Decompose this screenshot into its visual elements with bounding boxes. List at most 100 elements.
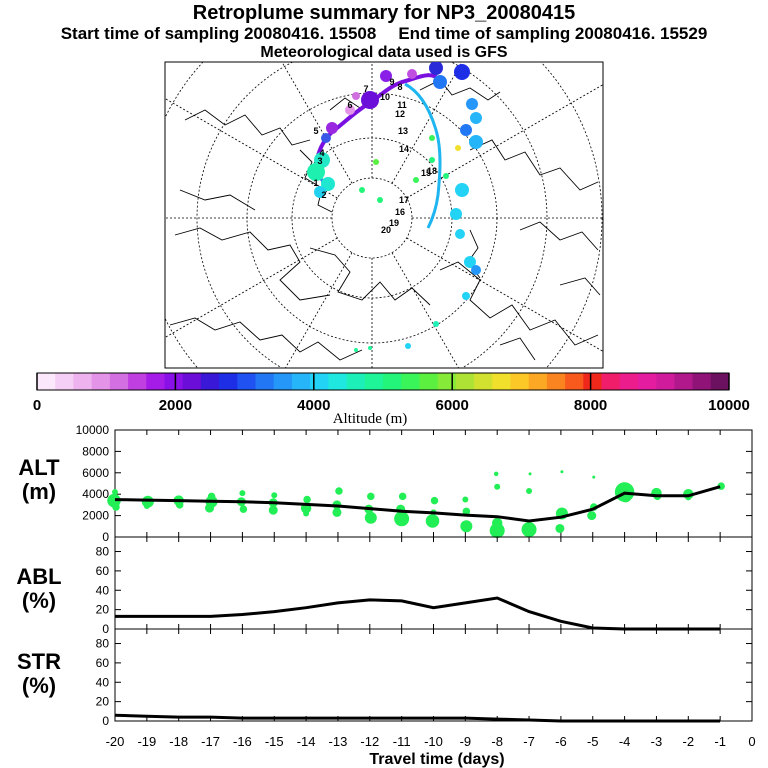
trajectory-day-label: 19	[389, 218, 399, 228]
coastline	[174, 227, 331, 301]
trajectory-right	[404, 82, 442, 229]
x-tick-label: -12	[360, 734, 379, 749]
altitude-cluster-point	[493, 471, 499, 477]
trajectory-day-label: 9	[389, 77, 394, 87]
altitude-cluster-point	[430, 496, 439, 505]
altitude-cluster-point	[555, 523, 565, 533]
y-tick-label: 0	[102, 714, 109, 728]
plume-point	[433, 321, 439, 327]
plume-point	[359, 187, 365, 193]
coastline	[439, 261, 599, 346]
altitude-cluster-point	[335, 487, 343, 495]
colorbar-swatch	[619, 373, 639, 390]
altitude-cluster-point	[521, 522, 537, 538]
colorbar-swatch	[583, 373, 602, 390]
colorbar-swatch	[310, 373, 329, 390]
plume-point	[450, 208, 462, 220]
x-tick-label: -18	[169, 734, 188, 749]
x-tick-label: -11	[393, 734, 411, 749]
trajectory-day-label: 13	[398, 126, 408, 136]
meridian-line	[406, 84, 603, 199]
colorbar-swatch	[492, 373, 511, 390]
plume-point	[352, 92, 360, 100]
colorbar-tick-label: 0	[33, 397, 41, 414]
plume-point	[443, 173, 449, 179]
colorbar-swatch	[528, 373, 548, 390]
colorbar-swatch	[164, 373, 184, 390]
trajectory-day-label: 10	[380, 92, 390, 102]
altitude-cluster-point	[460, 520, 473, 533]
trajectory-day-label: 7	[363, 84, 368, 94]
trajectory-day-label: 2	[321, 190, 326, 200]
plume-point	[455, 183, 469, 197]
altitude-cluster-point	[364, 511, 377, 524]
coastline	[519, 221, 599, 251]
y-tick-label: 0	[102, 530, 109, 544]
plume-point	[413, 177, 419, 183]
plume-point	[321, 177, 335, 191]
meridian-line	[165, 98, 338, 199]
altitude-cluster-point	[268, 505, 278, 515]
altitude-cluster-point	[239, 505, 248, 513]
plume-point	[405, 343, 411, 349]
plume-point	[373, 159, 379, 165]
trajectory-day-label: 5	[313, 126, 318, 136]
altitude-cluster-point	[592, 475, 596, 479]
str-series-line	[114, 713, 721, 723]
y-tick-label: 80	[96, 545, 110, 559]
trajectory-day-label: 18	[427, 166, 437, 176]
y-tick-label: 80	[96, 637, 110, 651]
x-tick-label: -20	[106, 734, 125, 749]
alt-series-line	[114, 485, 721, 523]
colorbar-swatch	[200, 373, 220, 390]
plume-point	[407, 69, 417, 79]
coastline	[469, 139, 599, 191]
colorbar-swatch	[419, 373, 439, 390]
altitude-cluster-point	[494, 483, 501, 490]
plume-point	[455, 145, 461, 151]
end-time-label: End time of sampling 20080416. 15529	[398, 24, 708, 43]
plume-point	[460, 124, 472, 136]
y-tick-label: 20	[96, 695, 110, 709]
trajectory-day-label: 12	[395, 109, 405, 119]
x-tick-label: -9	[460, 734, 472, 749]
colorbar-swatch	[601, 373, 621, 390]
altitude-cluster-point	[332, 507, 342, 517]
colorbar-swatch	[674, 373, 693, 390]
plume-point	[464, 256, 476, 268]
colorbar-swatch	[510, 373, 530, 390]
x-tick-label: -10	[424, 734, 443, 749]
colorbar-swatch	[255, 373, 275, 390]
altitude-cluster-point	[528, 472, 532, 476]
colorbar-axis-label: Altitude (m)	[333, 411, 408, 427]
colorbar-swatch	[565, 373, 584, 390]
y-tick-label: 2000	[82, 509, 109, 523]
colorbar-tick-label: 2000	[159, 397, 192, 414]
coastline	[184, 109, 311, 146]
altitude-cluster-point	[394, 511, 410, 527]
meridian-line	[406, 237, 603, 352]
altitude-cluster-point	[112, 503, 120, 511]
colorbar-swatch	[401, 373, 420, 390]
str-panel-label: STR (%)	[17, 649, 61, 698]
colorbar-swatch	[73, 373, 93, 390]
colorbar-tick-label: 10000	[708, 397, 750, 414]
plume-point	[429, 62, 443, 75]
plume-point	[466, 98, 478, 110]
altitude-cluster-point	[462, 507, 471, 516]
colorbar-swatch	[219, 373, 238, 390]
x-tick-label: 0	[748, 734, 755, 749]
y-tick-label: 6000	[82, 466, 109, 480]
altitude-cluster-point	[175, 501, 184, 509]
colorbar-swatch	[128, 373, 147, 390]
colorbar-swatch	[474, 373, 493, 390]
chart-title: Retroplume summary for NP3_20080415	[192, 2, 576, 24]
colorbar-swatch	[182, 373, 202, 390]
coastline	[299, 149, 333, 213]
x-tick-label: -2	[683, 734, 695, 749]
y-tick-label: 8000	[82, 444, 109, 458]
colorbar-swatch	[364, 373, 384, 390]
trajectory-day-label: 8	[397, 82, 402, 92]
